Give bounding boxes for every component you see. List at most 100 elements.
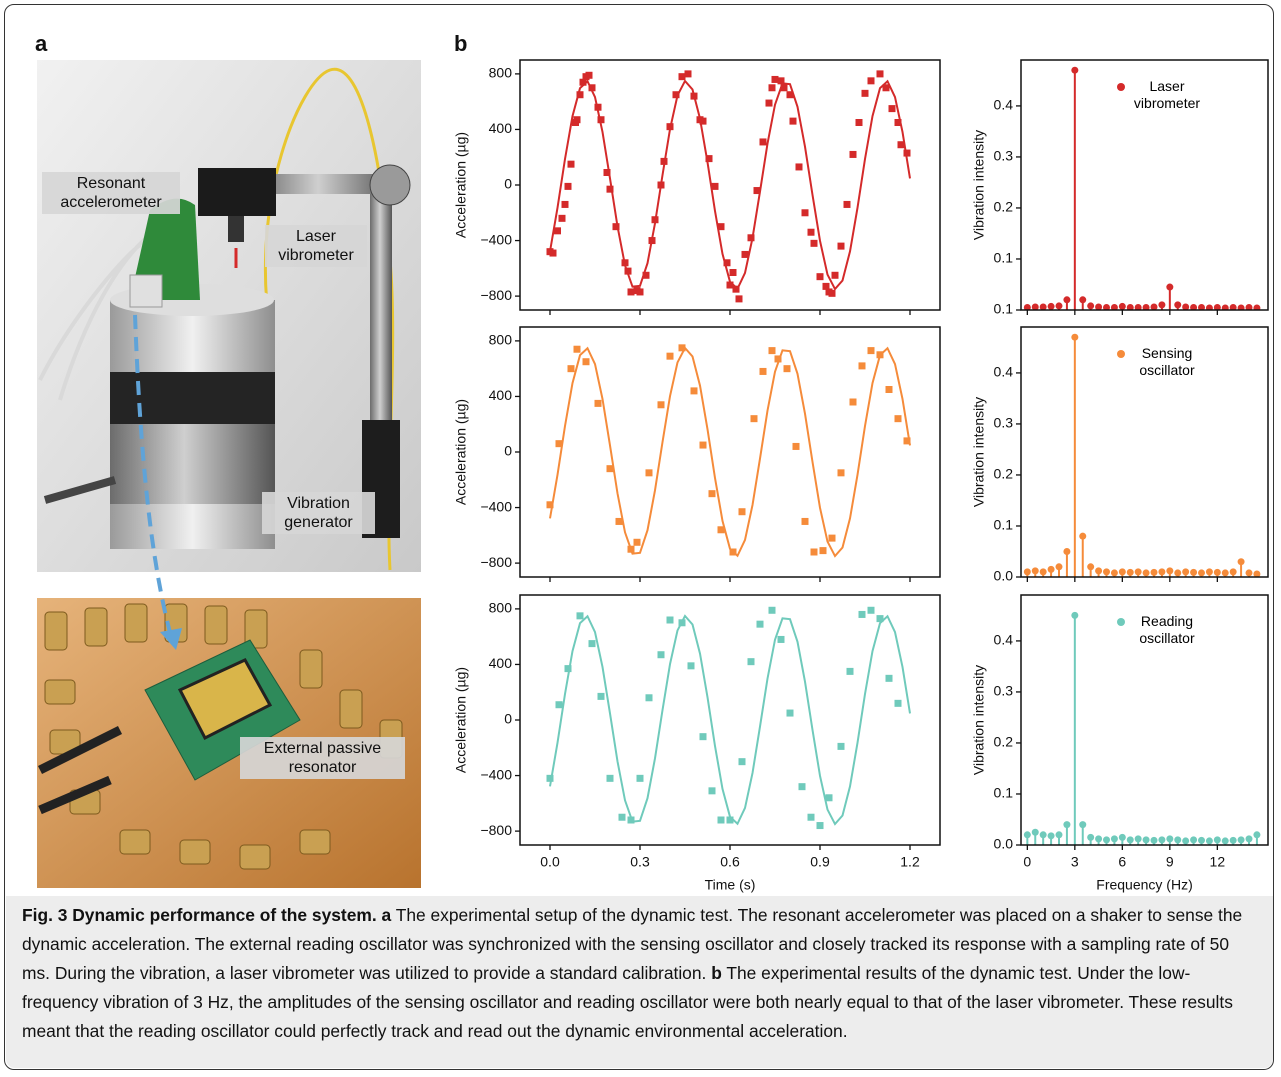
stem-marker xyxy=(1134,303,1142,310)
data-point xyxy=(885,674,893,682)
stem-marker xyxy=(1118,568,1126,576)
plot-frame xyxy=(1020,59,1269,311)
y-tick-label: 0.4 xyxy=(994,97,1014,113)
stem-marker xyxy=(1095,303,1103,310)
data-point xyxy=(807,813,815,821)
data-point xyxy=(828,289,836,297)
board-cables xyxy=(37,725,123,815)
data-point xyxy=(810,548,818,556)
data-point xyxy=(645,469,653,477)
figure-frame xyxy=(4,4,1274,1070)
stem-marker xyxy=(1229,303,1237,310)
data-point xyxy=(867,606,875,614)
data-point xyxy=(753,187,761,195)
data-point xyxy=(885,386,893,393)
y-tick-label: 0 xyxy=(504,443,512,459)
vibrometer-head xyxy=(198,168,276,216)
data-point xyxy=(777,635,785,643)
data-point xyxy=(606,185,614,193)
data-point xyxy=(597,116,605,124)
legend-marker xyxy=(1117,350,1125,358)
signal-cables xyxy=(38,233,152,401)
data-point xyxy=(708,787,716,795)
data-point xyxy=(846,667,854,675)
photo-label: Resonant accelerometer xyxy=(42,172,180,214)
stand-arm xyxy=(255,174,395,194)
data-point xyxy=(765,99,773,107)
x-tick-label: 12 xyxy=(1210,854,1226,870)
panel-label: b xyxy=(454,31,467,56)
plot-frame xyxy=(519,326,941,578)
plot-frame xyxy=(1020,594,1269,846)
stem-marker xyxy=(1134,835,1142,843)
legend: Reading oscillator xyxy=(1117,613,1204,647)
stem-marker xyxy=(1253,304,1261,310)
stem-marker xyxy=(1110,835,1118,843)
stem-marker xyxy=(1087,833,1095,841)
data-point xyxy=(759,138,767,146)
stem-marker xyxy=(1158,568,1166,576)
data-point xyxy=(789,117,797,125)
stem-marker xyxy=(1237,836,1245,844)
stem-marker xyxy=(1150,836,1158,844)
data-point xyxy=(636,774,644,782)
data-point xyxy=(894,699,902,707)
stem-marker xyxy=(1063,547,1071,555)
stem-marker xyxy=(1055,302,1063,310)
stem-marker xyxy=(1103,303,1110,310)
stem-marker xyxy=(1221,569,1229,577)
data-point xyxy=(564,665,572,673)
stem-marker xyxy=(1063,296,1071,304)
stem-marker xyxy=(1213,303,1221,310)
stem-marker xyxy=(1221,304,1229,310)
x-tick-label: 6 xyxy=(1118,854,1126,870)
stem-marker xyxy=(1103,568,1110,576)
stem-marker xyxy=(1118,302,1126,310)
data-point xyxy=(876,615,884,623)
plot-area xyxy=(546,70,911,303)
vibrometer-probe xyxy=(228,216,244,242)
stem-marker xyxy=(1205,304,1213,310)
x-tick-label: 0.6 xyxy=(720,854,740,870)
stem-marker xyxy=(1174,569,1182,577)
stem-marker xyxy=(1198,303,1205,310)
connector xyxy=(44,679,76,705)
data-point xyxy=(738,758,746,766)
data-point xyxy=(894,119,902,126)
data-point xyxy=(672,91,680,99)
data-point xyxy=(729,269,737,276)
y-tick-label: 800 xyxy=(489,332,513,348)
legend: Laser vibrometer xyxy=(1117,78,1204,112)
stem-marker xyxy=(1237,558,1245,566)
data-point xyxy=(678,73,686,81)
data-point xyxy=(756,620,764,628)
data-point xyxy=(774,355,782,363)
data-point xyxy=(876,70,884,78)
stem-marker xyxy=(1126,836,1134,844)
y-tick-label: 0.2 xyxy=(994,466,1014,482)
figure-caption: Fig. 3 Dynamic performance of the system… xyxy=(6,896,1273,1068)
stem-marker xyxy=(1182,303,1190,310)
data-point xyxy=(855,119,863,126)
data-point xyxy=(546,774,554,782)
stem-marker xyxy=(1213,568,1221,576)
stem-marker xyxy=(1190,568,1198,576)
y-tick-label: −400 xyxy=(480,498,512,514)
plot-area xyxy=(1023,333,1261,577)
x-tick-label: 9 xyxy=(1166,854,1174,870)
stem-marker xyxy=(1134,568,1142,576)
connector xyxy=(339,689,363,729)
stem-marker xyxy=(1031,303,1039,310)
y-tick-label: 0.3 xyxy=(994,415,1014,431)
stem-marker xyxy=(1166,835,1174,843)
data-point xyxy=(633,538,641,546)
stem-marker xyxy=(1087,302,1095,310)
plot-area xyxy=(546,606,911,830)
stem-marker xyxy=(1126,568,1134,576)
stem-marker xyxy=(1229,836,1237,844)
data-point xyxy=(837,469,845,477)
data-point xyxy=(867,347,875,355)
data-point xyxy=(684,70,692,78)
connector xyxy=(244,609,268,649)
